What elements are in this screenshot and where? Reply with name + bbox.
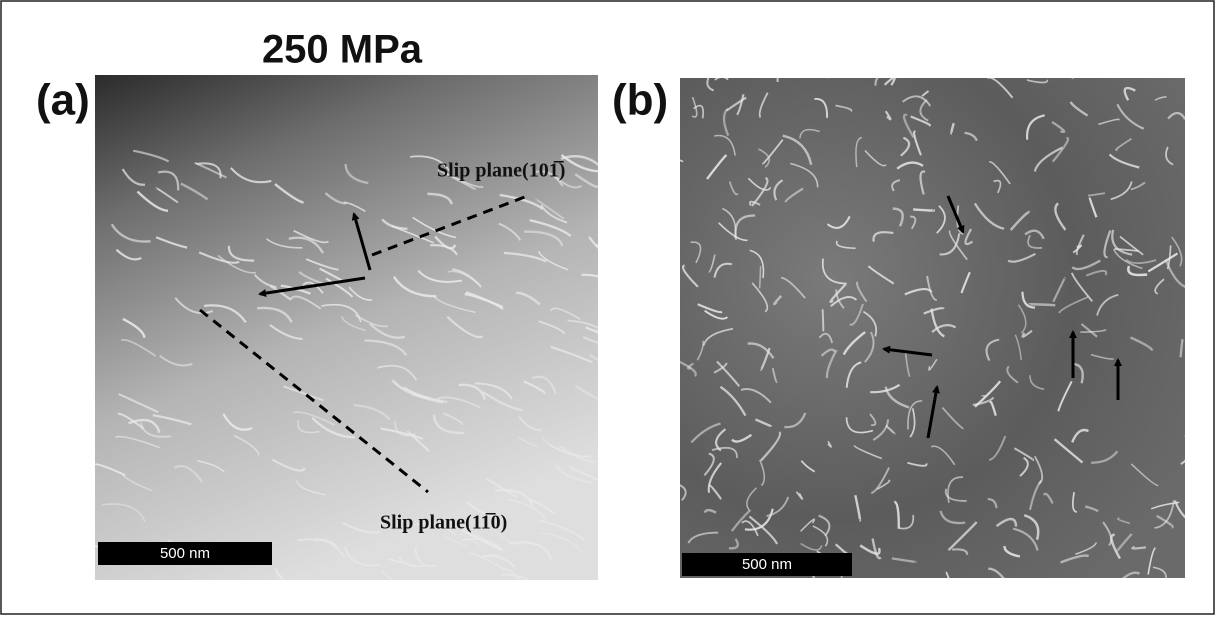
figure: 250 MPa (a) (b) Slip plane(101̅) Slip pl… (0, 0, 1215, 615)
panel-label: (a) (36, 76, 90, 125)
dislocation (1029, 304, 1055, 305)
dislocation (913, 209, 934, 210)
figure-title: 250 MPa (262, 28, 423, 72)
dislocation (823, 309, 824, 331)
scale-bar-label: 500 nm (742, 556, 792, 573)
scale-bar-label: 500 nm (160, 545, 210, 562)
annotation: Slip plane(101̅) (437, 160, 565, 182)
micrograph-b (680, 78, 1185, 578)
panel-label: (b) (612, 76, 668, 125)
dislocation (1132, 547, 1146, 549)
annotation: Slip plane(11̅0) (380, 512, 507, 534)
